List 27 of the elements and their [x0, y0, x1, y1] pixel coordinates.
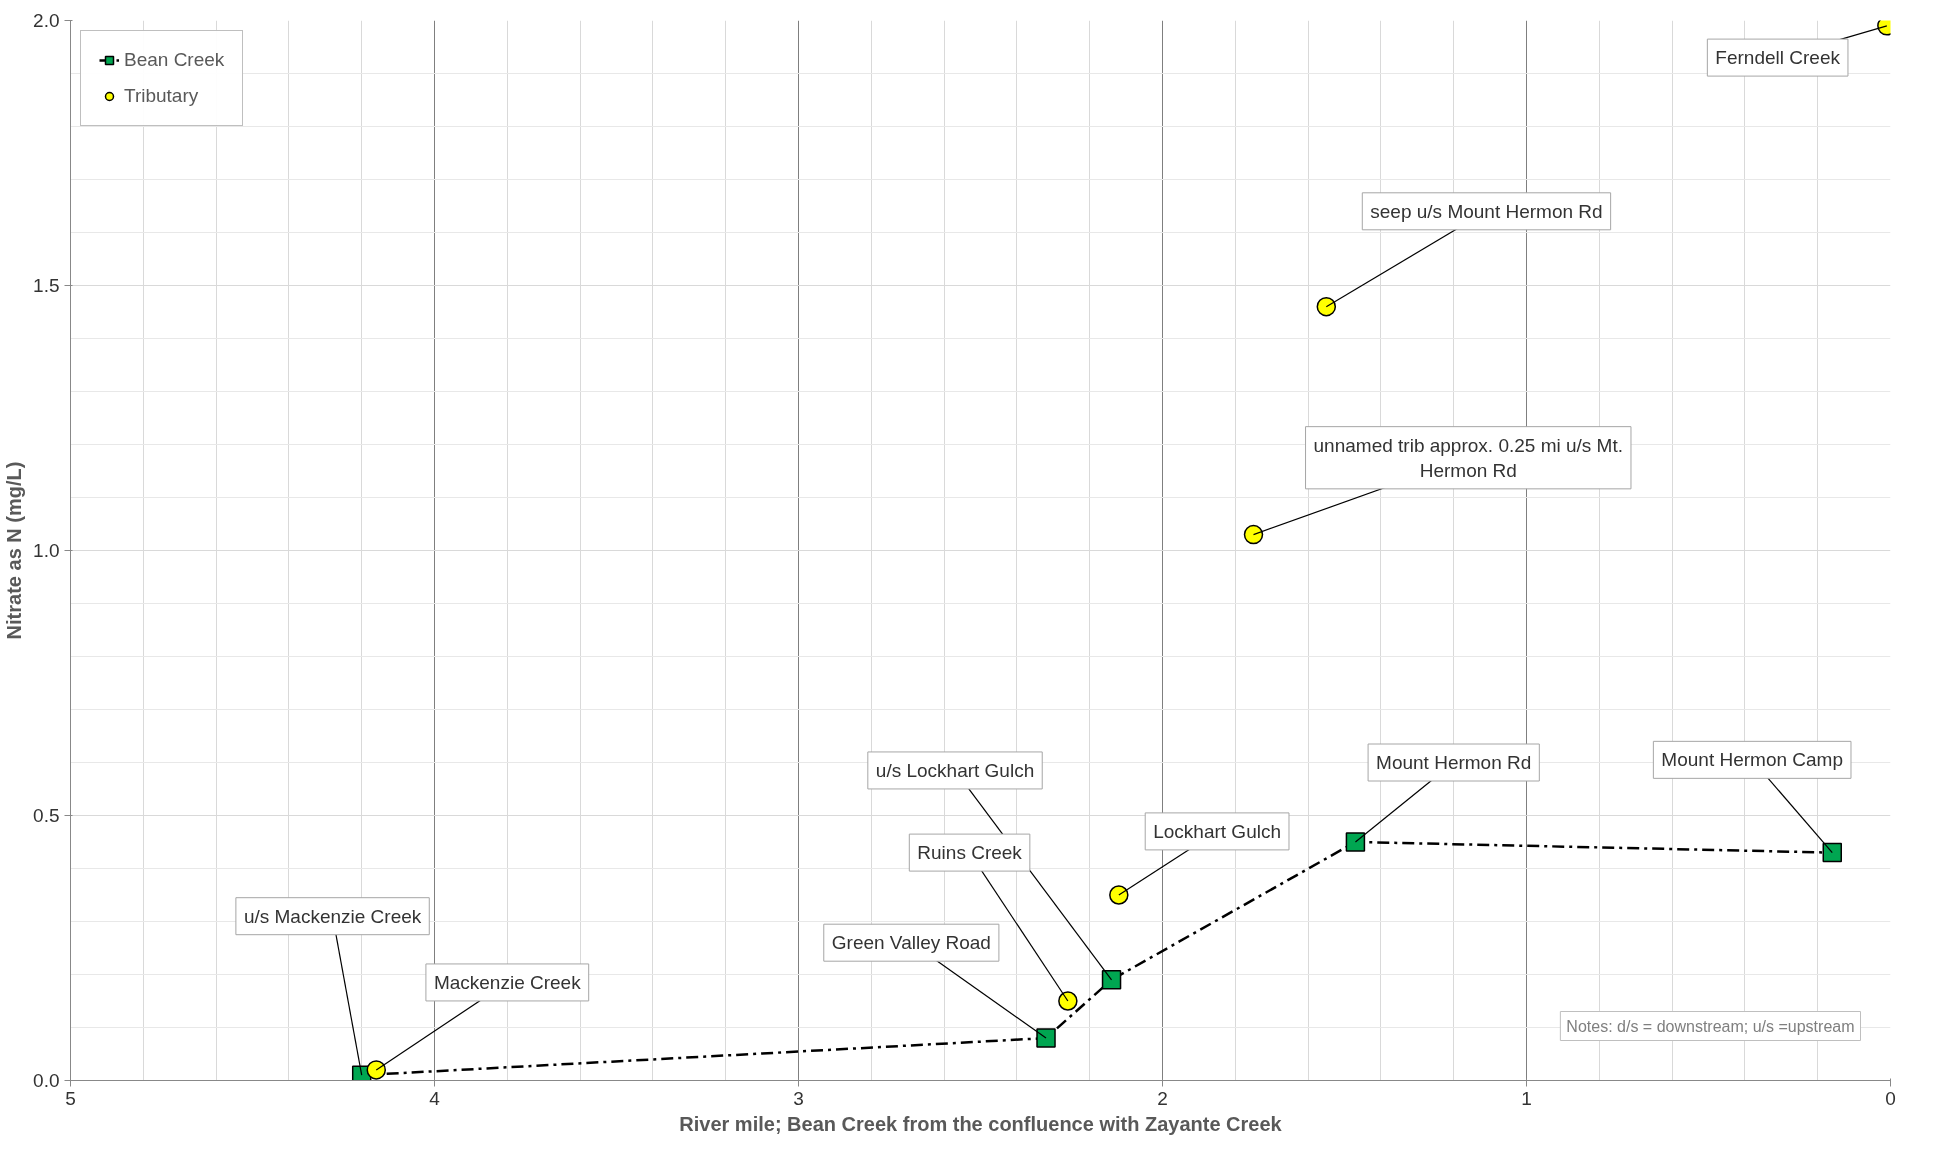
y-tick-label: 0.0 [33, 1070, 60, 1091]
y-tick-label: 1.0 [33, 540, 60, 561]
y-tick-label: 1.5 [33, 275, 60, 296]
annotation: u/s Lockhart Gulch [875, 759, 1035, 781]
annotation: Lockhart Gulch [1153, 820, 1281, 842]
annotation: Ferndell Creek [1715, 47, 1841, 69]
annotation: unnamed trib approx. 0.25 mi u/s Mt. Hermon Rd [1313, 434, 1623, 481]
x-axis-title: River mile; Bean Creek from the confluence with Zayante Creek [679, 1112, 1283, 1135]
x-tick-label: 5 [65, 1087, 76, 1109]
y-axis-title: Nitrate as N (mg/L) [3, 461, 26, 640]
x-tick-label: 4 [429, 1087, 441, 1109]
annotation: Green Valley Road [831, 932, 991, 954]
y-tick-label: 2.0 [33, 10, 60, 31]
annotation: Mackenzie Creek [433, 971, 582, 993]
x-tick-label: 3 [793, 1087, 804, 1109]
x-tick-label: 2 [1157, 1087, 1168, 1109]
legend-label: Tributary [124, 85, 199, 107]
annotation: Notes: d/s = downstream; u/s =upstream [1566, 1017, 1855, 1035]
x-tick-label: 1 [1521, 1087, 1532, 1109]
annotation: Mount Hermon Rd [1376, 752, 1532, 773]
annotation: u/s Mackenzie Creek [243, 905, 422, 927]
annotation: Ruins Creek [917, 842, 1023, 864]
annotation: Mount Hermon Camp [1661, 749, 1843, 771]
x-tick-label: 0 [1885, 1087, 1896, 1109]
legend-label: Bean Creek [124, 49, 225, 71]
y-tick-label: 0.5 [33, 805, 60, 826]
annotation: seep u/s Mount Hermon Rd [1370, 200, 1603, 222]
